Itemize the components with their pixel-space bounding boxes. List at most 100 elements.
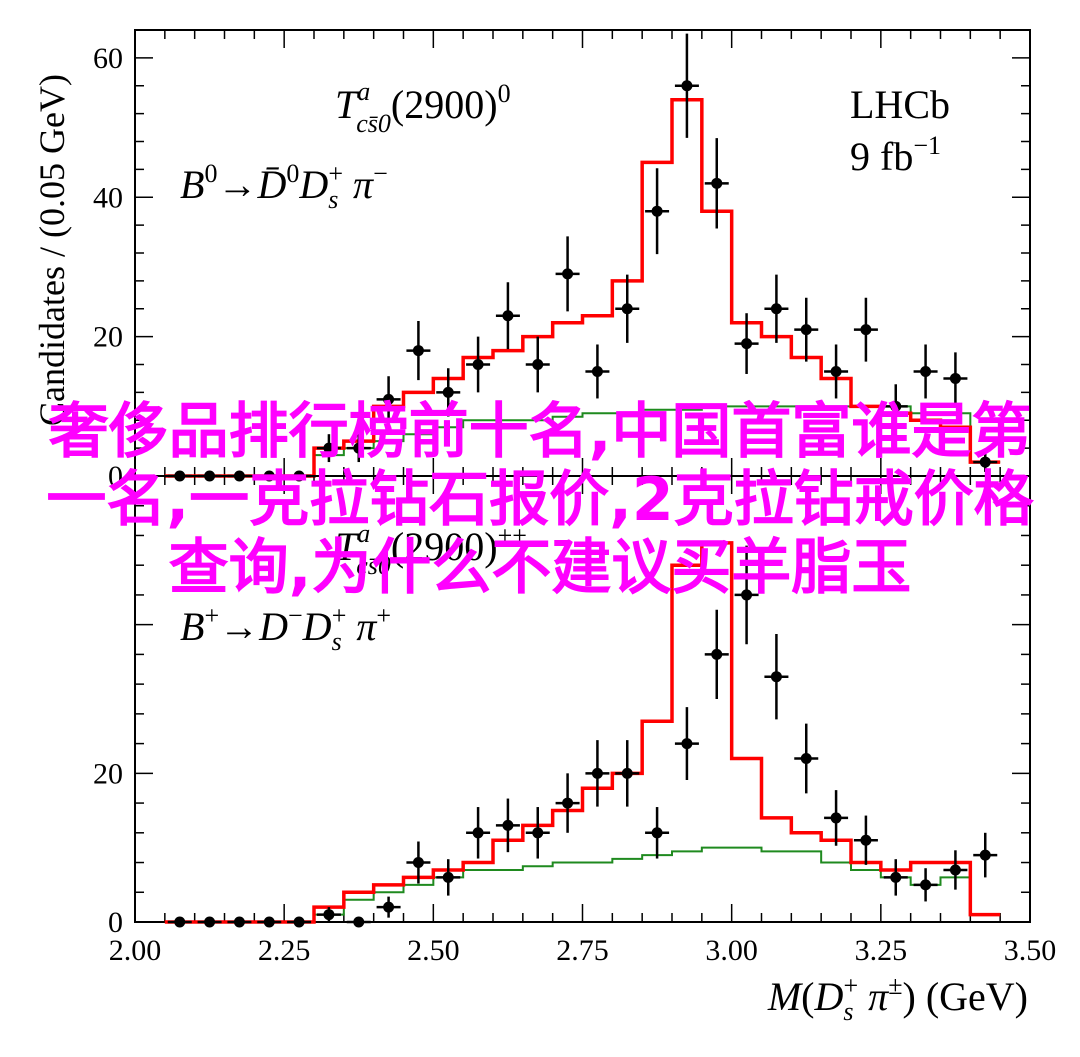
x-tick-label: 3.00 xyxy=(705,934,758,967)
marker xyxy=(383,901,395,913)
top-data-point xyxy=(615,274,640,343)
bottom-data-point xyxy=(555,773,580,833)
top-data-point xyxy=(913,344,938,399)
marker xyxy=(890,871,902,883)
x-tick-label: 2.25 xyxy=(258,934,311,967)
top-data-point xyxy=(674,33,699,138)
marker xyxy=(353,916,365,928)
marker xyxy=(293,916,305,928)
marker xyxy=(502,310,514,322)
marker xyxy=(323,442,335,454)
common-axis-labels: Candidates / (0.05 GeV) M(Ds+ π±) (GeV) xyxy=(32,74,1028,1026)
bottom-data-point xyxy=(227,916,252,928)
marker xyxy=(711,648,723,660)
marker xyxy=(830,365,842,377)
bottom-data-point xyxy=(764,633,789,720)
marker xyxy=(979,456,991,468)
bottom-data-point xyxy=(525,807,550,859)
marker xyxy=(860,834,872,846)
x-tick-label: 2.00 xyxy=(109,934,162,967)
top-data-point xyxy=(406,320,431,381)
top-data-point xyxy=(495,282,520,350)
marker xyxy=(621,303,633,315)
top-data-point xyxy=(883,384,908,429)
bottom-data-point xyxy=(585,740,610,807)
marker xyxy=(949,372,961,384)
marker xyxy=(920,879,932,891)
marker xyxy=(681,80,693,92)
marker xyxy=(860,324,872,336)
marker xyxy=(830,812,842,824)
bottom-data-point xyxy=(197,916,222,928)
bottom-data-point xyxy=(943,850,968,890)
bottom-data-point xyxy=(674,707,699,781)
top-data-point xyxy=(794,297,819,362)
marker xyxy=(651,827,663,839)
top-data-point xyxy=(555,236,580,312)
marker xyxy=(800,324,812,336)
top-y-tick-label: 20 xyxy=(93,321,123,354)
marker xyxy=(472,359,484,370)
bottom-data-point xyxy=(376,896,401,918)
bottom-data-point xyxy=(794,723,819,794)
marker xyxy=(920,365,932,377)
bottom-data-point xyxy=(436,859,461,896)
marker xyxy=(383,393,395,405)
bottom-data-point xyxy=(973,832,998,878)
x-tick-label: 3.50 xyxy=(1004,934,1057,967)
marker xyxy=(741,338,753,350)
top-data-point xyxy=(764,274,789,343)
bottom-data-point xyxy=(734,545,759,645)
marker xyxy=(174,916,186,928)
bottom-data-point xyxy=(704,609,729,699)
top-data-point xyxy=(973,452,998,472)
marker xyxy=(532,827,544,839)
bottom-data-point xyxy=(257,916,282,928)
experiment-label: LHCb xyxy=(850,82,950,127)
top-data-point xyxy=(585,344,610,399)
marker xyxy=(591,767,603,779)
top-data-point xyxy=(376,376,401,423)
marker xyxy=(442,871,454,883)
top-data-point xyxy=(525,336,550,393)
marker xyxy=(949,864,961,876)
luminosity-label: 9 fb−1 xyxy=(850,131,941,179)
overlay-watermark-text: 奢侈品排行榜前十名,中国首富谁是第一名,一克拉钻石报价,2克拉钻戒价格查询,为什… xyxy=(46,397,1034,603)
marker xyxy=(770,303,782,315)
top-y-tick-label: 0 xyxy=(108,460,123,493)
x-tick-label: 2.50 xyxy=(407,934,460,967)
bottom-data-point xyxy=(853,815,878,865)
top-y-tick-label: 40 xyxy=(93,181,123,214)
marker xyxy=(621,767,633,779)
marker xyxy=(741,589,753,601)
marker xyxy=(562,268,574,280)
marker xyxy=(591,365,603,377)
top-data-point xyxy=(466,336,491,393)
top-data-point xyxy=(853,297,878,362)
marker xyxy=(263,916,275,928)
bottom-y-tick-label: 20 xyxy=(93,757,123,790)
marker xyxy=(681,738,693,750)
bottom-data-point xyxy=(167,916,192,928)
top-data-point xyxy=(436,368,461,417)
marker xyxy=(233,916,245,928)
top-data-point xyxy=(943,352,968,405)
bottom-data-point xyxy=(316,907,341,922)
marker xyxy=(651,205,663,217)
top-y-tick-label: 60 xyxy=(93,42,123,75)
top-data-point xyxy=(734,313,759,374)
x-tick-label: 2.75 xyxy=(556,934,609,967)
x-tick-label: 3.25 xyxy=(855,934,908,967)
bottom-data-point xyxy=(346,916,371,928)
marker xyxy=(323,909,335,921)
marker xyxy=(412,345,424,357)
top-state-annotation: Ta cs̄0(2900)0 xyxy=(335,77,511,138)
y-axis-label: Candidates / (0.05 GeV) xyxy=(32,74,72,426)
marker xyxy=(979,849,991,861)
bottom-state-annotation: Ta cs̄0(2900)++ xyxy=(335,519,527,580)
marker xyxy=(532,359,544,370)
bottom-total-fit-line xyxy=(164,541,1001,924)
marker xyxy=(711,177,723,189)
top-decay-annotation: B0→D̄0Ds+ π− xyxy=(180,159,388,214)
